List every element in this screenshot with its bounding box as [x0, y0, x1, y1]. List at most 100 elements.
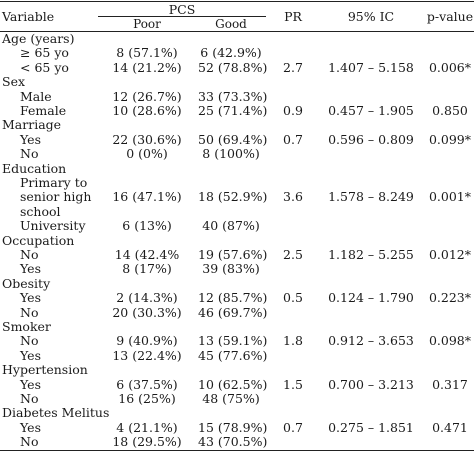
pvalue-cell: 0.471: [432, 419, 468, 435]
ic-cell: 1.578 – 8.249: [328, 189, 414, 205]
table-row: Yes 4 (21.1%) 15 (78.9%) 0.7 0.275 – 1.851 0.…: [0, 420, 474, 436]
category-label: Yes: [20, 376, 41, 392]
category-label: Male: [20, 88, 52, 104]
group-header-row: Sex: [0, 74, 474, 90]
table-row: Yes 2 (14.3%) 12 (85.7%) 0.5 0.124 – 1.790 0.…: [0, 290, 474, 306]
good-cell: 50 (69.4%): [198, 131, 268, 147]
pvalue-cell: 0.317: [432, 376, 468, 392]
table-row: Yes 13 (22.4%) 45 (77.6%): [0, 348, 474, 364]
category-label: ≥ 65 yo: [20, 45, 69, 61]
ic-cell: 0.275 – 1.851: [328, 419, 414, 435]
pr-cell: 3.6: [283, 189, 303, 205]
table-row: Male 12 (26.7%) 33 (73.3%): [0, 89, 474, 105]
category-label: Female: [20, 103, 67, 118]
ic-cell: 1.407 – 5.158: [328, 59, 414, 75]
good-cell: 6 (42.9%): [200, 45, 262, 61]
category-label: No: [20, 434, 39, 450]
header-pvalue: p-value: [426, 9, 474, 24]
group-header-row: Diabetes Melitus: [0, 405, 474, 421]
good-cell: 12 (85.7%): [198, 290, 268, 306]
poor-cell: 16 (25%): [118, 391, 176, 406]
good-cell: 45 (77.6%): [198, 347, 268, 363]
poor-cell: 6 (13%): [122, 218, 172, 234]
good-cell: 43 (70.5%): [198, 434, 268, 450]
poor-cell: 14 (42.4%: [114, 247, 180, 262]
table-row: No 14 (42.4% 19 (57.6%) 2.5 1.182 – 5.255 0.0…: [0, 247, 474, 263]
poor-cell: 20 (30.3%): [112, 304, 182, 320]
ic-cell: 0.124 – 1.790: [328, 290, 414, 306]
good-cell: 33 (73.3%): [198, 88, 268, 104]
header-row-2: Poor Good: [0, 16, 474, 32]
poor-cell: 10 (28.6%): [112, 103, 182, 118]
ic-cell: 0.700 – 3.213: [328, 376, 414, 392]
group-label: Education: [2, 160, 67, 176]
table-top-rule: [0, 1, 474, 2]
pvalue-cell: 0.006*: [428, 59, 472, 75]
poor-cell: 13 (22.4%): [112, 347, 182, 363]
poor-cell: 6 (37.5%): [116, 376, 178, 392]
table-row: No 18 (29.5%) 43 (70.5%): [0, 434, 474, 450]
pr-cell: 0.5: [283, 290, 303, 306]
good-cell: 52 (78.8%): [198, 59, 268, 75]
good-cell: 19 (57.6%): [198, 247, 268, 262]
poor-cell: 12 (26.7%): [112, 88, 182, 104]
group-header-row: Hypertension: [0, 362, 474, 378]
table-row: University 6 (13%) 40 (87%): [0, 218, 474, 234]
group-header-row: Occupation: [0, 233, 474, 249]
table-row: < 65 yo 14 (21.2%) 52 (78.8%) 2.7 1.407 – 5.…: [0, 60, 474, 76]
table-row: Primary to: [0, 175, 474, 191]
poor-cell: 0 (0%): [126, 146, 168, 162]
table-row: No 9 (40.9%) 13 (59.1%) 1.8 0.912 – 3.653 0.0…: [0, 333, 474, 349]
poor-cell: 8 (17%): [122, 261, 172, 277]
table-row: No 16 (25%) 48 (75%): [0, 391, 474, 407]
poor-cell: 22 (30.6%): [112, 131, 182, 147]
pvalue-cell: 0.099*: [428, 131, 472, 147]
category-label: Yes: [20, 347, 41, 363]
pvalue-cell: 0.098*: [428, 333, 472, 349]
good-cell: 15 (78.9%): [198, 419, 268, 435]
group-header-row: Education: [0, 161, 474, 177]
pr-cell: 0.7: [283, 131, 303, 147]
header-good: Good: [215, 17, 247, 31]
category-label: < 65 yo: [20, 59, 69, 75]
pvalue-cell: 0.850: [432, 103, 468, 118]
good-cell: 46 (69.7%): [198, 304, 268, 320]
poor-cell: 18 (29.5%): [112, 434, 182, 450]
header-row-1: Variable PCS PR 95% IC p-value: [0, 2, 474, 24]
category-label: Yes: [20, 261, 41, 277]
ic-cell: 0.457 – 1.905: [328, 103, 414, 118]
group-label: Obesity: [2, 275, 51, 291]
good-cell: 13 (59.1%): [198, 333, 268, 349]
category-label: senior high: [20, 189, 92, 205]
pvalue-cell: 0.223*: [428, 290, 472, 306]
pr-cell: 2.5: [283, 247, 303, 262]
header-poor: Poor: [133, 17, 161, 31]
poor-cell: 4 (21.1%): [116, 419, 178, 435]
category-label: No: [20, 333, 39, 349]
table-row: Female 10 (28.6%) 25 (71.4%) 0.9 0.457 – 1.9…: [0, 103, 474, 119]
good-cell: 10 (62.5%): [198, 376, 268, 392]
group-label: Marriage: [2, 117, 62, 133]
poor-cell: 2 (14.3%): [116, 290, 178, 306]
pr-cell: 0.7: [283, 419, 303, 435]
table-row: Yes 8 (17%) 39 (83%): [0, 261, 474, 277]
group-label: Diabetes Melitus: [2, 405, 110, 421]
category-label: Yes: [20, 290, 41, 306]
table-row: ≥ 65 yo 8 (57.1%) 6 (42.9%): [0, 45, 474, 61]
category-label: Yes: [20, 419, 41, 435]
group-label: Age (years): [2, 31, 75, 46]
group-label: Hypertension: [2, 362, 88, 378]
category-label: No: [20, 391, 39, 406]
poor-cell: 8 (57.1%): [116, 45, 178, 61]
group-header-row: Obesity: [0, 276, 474, 292]
header-ic: 95% IC: [347, 9, 395, 24]
category-label: University: [20, 218, 86, 234]
table-row: school: [0, 204, 474, 220]
good-cell: 18 (52.9%): [198, 189, 268, 205]
category-label: school: [20, 203, 61, 219]
category-label: No: [20, 304, 39, 320]
group-header-row: Smoker: [0, 319, 474, 335]
pr-cell: 2.7: [283, 59, 303, 75]
good-cell: 48 (75%): [202, 391, 260, 406]
pvalue-cell: 0.001*: [428, 189, 472, 205]
